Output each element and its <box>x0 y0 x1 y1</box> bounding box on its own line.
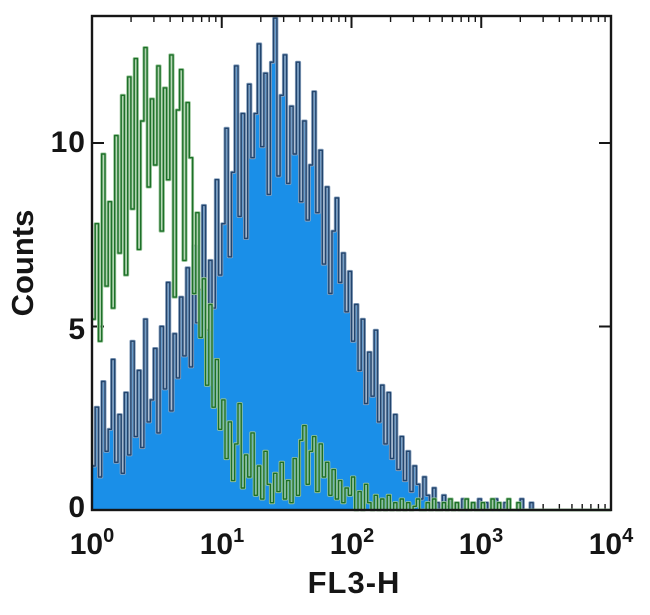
x-tick-label-1e4: 104 <box>588 525 634 561</box>
y-tick-label-0: 0 <box>68 491 86 524</box>
x-tick-label-1e2: 102 <box>329 525 375 561</box>
x-tick-label-1e1: 101 <box>199 525 245 561</box>
x-axis-label: FL3-H <box>307 565 401 600</box>
y-tick-label-10: 10 <box>50 126 86 159</box>
x-tick-label-1e3: 103 <box>458 525 504 561</box>
x-tick-label-1e0: 100 <box>69 525 115 561</box>
y-tick-label-5: 5 <box>68 313 86 346</box>
